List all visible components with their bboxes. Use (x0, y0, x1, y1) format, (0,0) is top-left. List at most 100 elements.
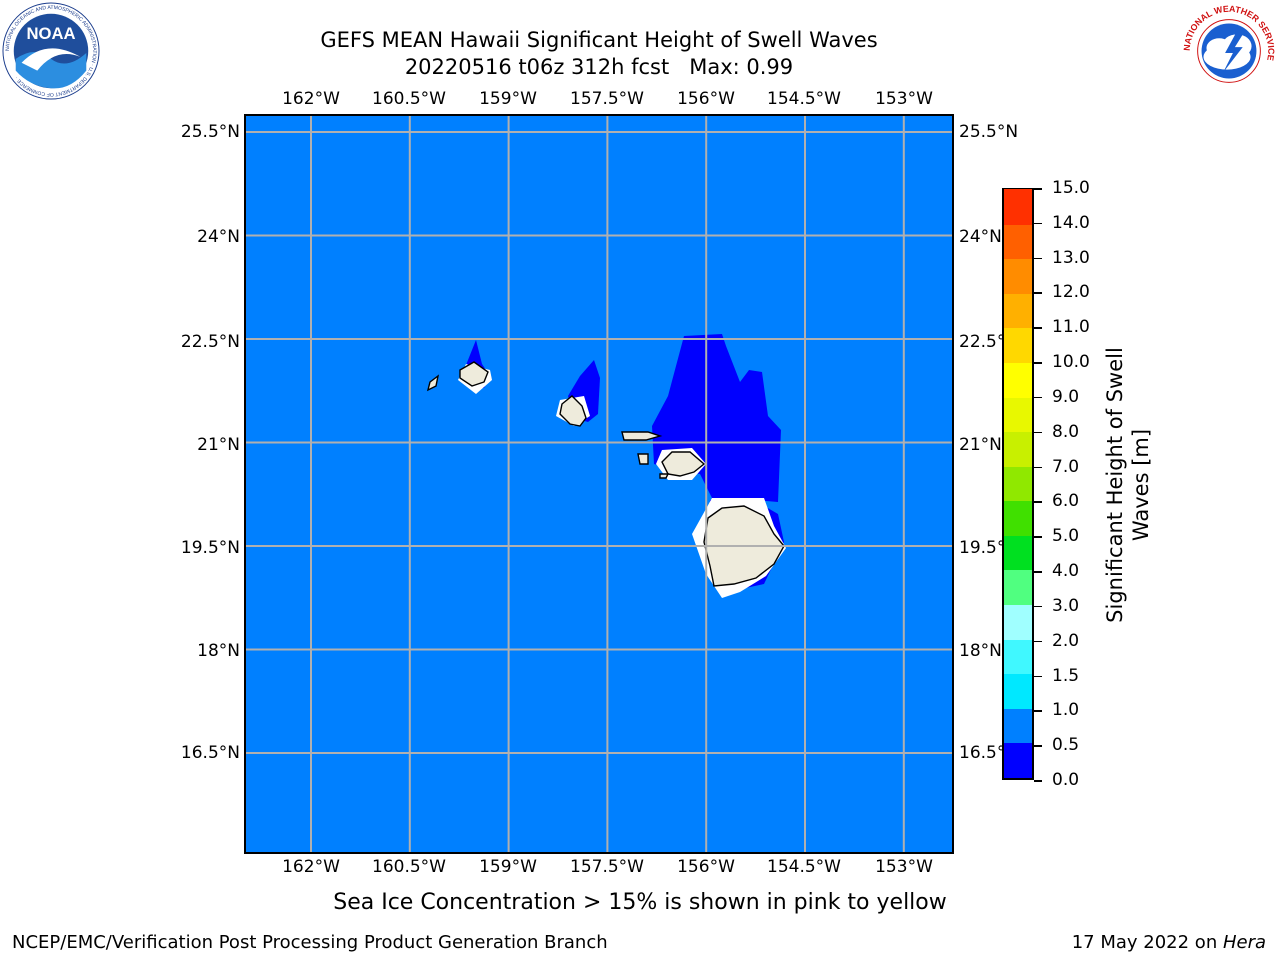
colorbar-tick-mark (1034, 640, 1042, 643)
colorbar-tick-mark (1034, 675, 1042, 678)
colorbar-segment (1004, 604, 1032, 640)
lat-label-right: 24°N (959, 227, 1002, 247)
lon-label-top: 160.5°W (372, 89, 446, 109)
colorbar-tick-label: 4.0 (1052, 561, 1080, 582)
lon-label-bottom: 159°W (479, 857, 537, 877)
ocean-area (244, 114, 954, 854)
lon-label-bottom: 160.5°W (372, 857, 446, 877)
colorbar-tick-mark (1034, 605, 1042, 608)
lon-label-top: 162°W (282, 89, 340, 109)
colorbar-tick-label: 14.0 (1052, 212, 1090, 233)
colorbar-segment (1004, 535, 1032, 571)
swell-height-map (244, 114, 954, 854)
colorbar-tick-mark (1034, 257, 1042, 260)
colorbar-tick-mark (1034, 362, 1042, 364)
colorbar-segment (1004, 466, 1032, 502)
lon-label-top: 153°W (875, 89, 933, 109)
colorbar-segment (1004, 396, 1032, 433)
colorbar-tick-label: 8.0 (1052, 421, 1080, 442)
colorbar-segment (1004, 639, 1032, 675)
colorbar-segment (1004, 500, 1032, 536)
colorbar-tick-label: 7.0 (1052, 456, 1080, 477)
colorbar-tick-mark (1034, 536, 1042, 538)
colorbar-tick-label: 5.0 (1052, 526, 1080, 547)
graticule (244, 114, 954, 854)
colorbar-label: Significant Height of Swell Waves [m] (1103, 347, 1153, 623)
colorbar-tick-label: 13.0 (1052, 247, 1090, 268)
island-maui (661, 451, 706, 477)
lat-label-left: 16.5°N (180, 743, 240, 763)
lat-label-left: 25.5°N (180, 122, 240, 142)
island-oahu (559, 395, 587, 427)
colorbar-tick-mark (1034, 292, 1042, 294)
colorbar-tick-mark (1034, 745, 1042, 747)
colorbar-tick-label: 0.5 (1052, 735, 1080, 756)
island-niihau (426, 374, 440, 392)
producer-credit: NCEP/EMC/Verification Post Processing Pr… (12, 932, 608, 953)
island-kahoolawe (659, 473, 670, 479)
colorbar-tick-mark (1034, 571, 1042, 573)
colorbar-tick-label: 6.0 (1052, 491, 1080, 512)
lon-label-bottom: 154.5°W (767, 857, 841, 877)
colorbar-tick-label: 1.0 (1052, 700, 1080, 721)
colorbar-tick-label: 12.0 (1052, 282, 1090, 303)
lon-label-top: 159°W (479, 89, 537, 109)
lat-label-left: 18°N (197, 641, 240, 661)
colorbar-tick-label: 11.0 (1052, 317, 1090, 338)
date-text: 17 May 2022 on (1071, 932, 1223, 953)
colorbar-tick-mark (1034, 431, 1042, 434)
colorbar-tick-label: 2.0 (1052, 630, 1080, 651)
lon-label-top: 156°W (677, 89, 735, 109)
lat-label-right: 18°N (959, 641, 1002, 661)
colorbar-segment (1004, 258, 1032, 294)
colorbar-tick-mark (1034, 501, 1042, 503)
colorbar-segment (1004, 362, 1032, 398)
lat-label-right: 21°N (959, 435, 1002, 455)
colorbar (1002, 188, 1034, 780)
colorbar-tick-mark (1034, 710, 1042, 712)
lon-label-bottom: 156°W (677, 857, 735, 877)
map-frame (244, 114, 954, 854)
colorbar-segment (1004, 742, 1032, 778)
noaa-logo-text: NOAA (26, 24, 75, 43)
colorbar-tick-label: 9.0 (1052, 386, 1080, 407)
colorbar-tick-mark (1034, 222, 1042, 225)
colorbar-tick-mark (1034, 327, 1042, 329)
colorbar-segment (1004, 293, 1032, 329)
colorbar-tick-label: 10.0 (1052, 352, 1090, 373)
lon-label-bottom: 157.5°W (570, 857, 644, 877)
chart-title: GEFS MEAN Hawaii Significant Height of S… (320, 28, 878, 52)
chart-subtitle: 20220516 t06z 312h fcst Max: 0.99 (404, 55, 794, 79)
colorbar-segment (1004, 327, 1032, 363)
lat-label-left: 21°N (197, 435, 240, 455)
colorbar-segment (1004, 708, 1032, 744)
colorbar-segment (1004, 569, 1032, 606)
colorbar-segment (1004, 189, 1032, 225)
colorbar-segment (1004, 431, 1032, 467)
island-kauai (459, 361, 489, 387)
colorbar-tick-mark (1034, 396, 1042, 399)
colorbar-tick-label: 1.5 (1052, 665, 1080, 686)
lon-label-top: 154.5°W (767, 89, 841, 109)
island-lanai (637, 453, 649, 465)
lon-label-bottom: 162°W (282, 857, 340, 877)
colorbar-segment (1004, 673, 1032, 709)
lat-label-left: 19.5°N (180, 538, 240, 558)
island-molokai (621, 431, 663, 441)
colorbar-segment (1004, 224, 1032, 260)
noaa-logo: NOAA NATIONAL OCEANIC AND ATMOSPHERIC AD… (2, 2, 100, 100)
colorbar-tick-label: 3.0 (1052, 595, 1080, 616)
sea-ice-note: Sea Ice Concentration > 15% is shown in … (0, 890, 1280, 915)
generation-date: 17 May 2022 on Hera (1072, 932, 1266, 953)
lat-label-left: 22.5°N (180, 332, 240, 352)
colorbar-tick-mark (1034, 466, 1042, 469)
colorbar-tick-mark (1034, 780, 1042, 782)
lon-label-bottom: 153°W (875, 857, 933, 877)
sea-ice-note-text: Sea Ice Concentration > 15% is shown in … (333, 890, 947, 915)
lat-label-left: 24°N (197, 227, 240, 247)
machine-name: Hera (1222, 932, 1266, 953)
lat-label-right: 25.5°N (959, 122, 1019, 142)
nws-logo: NATIONAL WEATHER SERVICE (1182, 4, 1276, 99)
colorbar-tick-label: 0.0 (1052, 770, 1080, 790)
colorbar-tick-label: 15.0 (1052, 178, 1090, 198)
